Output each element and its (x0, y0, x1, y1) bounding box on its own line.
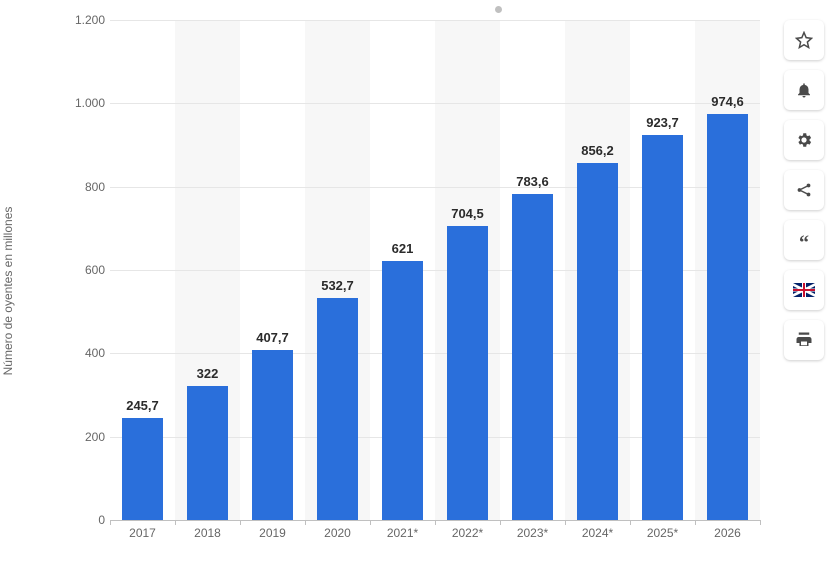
flag-icon (793, 283, 815, 297)
y-axis-title: Número de oyentes en millones (1, 207, 15, 376)
star-icon (795, 31, 813, 49)
x-tick-label: 2026 (714, 526, 741, 540)
bar-value-label: 245,7 (122, 398, 162, 413)
x-tick-label: 2018 (194, 526, 221, 540)
x-tick (110, 520, 111, 525)
bar[interactable]: 923,7 (642, 135, 682, 520)
bars-group: 245,7 322 407,7 532,7 621 704,5 783,6 856,2 923,… (110, 20, 760, 520)
print-icon (795, 331, 813, 349)
bar-value-label: 974,6 (707, 94, 747, 109)
x-tick (760, 520, 761, 525)
pagination-dot (495, 6, 502, 13)
bar[interactable]: 783,6 (512, 194, 552, 521)
bar-value-label: 704,5 (447, 206, 487, 221)
x-tick (175, 520, 176, 525)
chart-container: Número de oyentes en millones 0 200 400 600… (0, 0, 832, 582)
bar[interactable]: 974,6 (707, 114, 747, 520)
bar-value-label: 856,2 (577, 143, 617, 158)
bell-icon (795, 81, 813, 99)
bar[interactable]: 245,7 (122, 418, 162, 520)
bar-value-label: 322 (187, 366, 227, 381)
y-tick-label: 600 (65, 263, 105, 277)
share-icon (795, 181, 813, 199)
x-tick (695, 520, 696, 525)
x-tick (435, 520, 436, 525)
bar-value-label: 621 (382, 241, 422, 256)
x-tick-label: 2025* (647, 526, 678, 540)
quote-icon: “ (799, 233, 809, 253)
bar-value-label: 407,7 (252, 330, 292, 345)
y-tick-label: 1.200 (65, 13, 105, 27)
print-button[interactable] (784, 320, 824, 360)
x-tick (565, 520, 566, 525)
plot-area: 02004006008001.0001.200 245,7322407,7532… (65, 20, 760, 540)
cite-button[interactable]: “ (784, 220, 824, 260)
y-tick-label: 400 (65, 346, 105, 360)
x-tick-label: 2022* (452, 526, 483, 540)
gear-icon (795, 131, 813, 149)
x-tick (370, 520, 371, 525)
y-tick-label: 0 (65, 513, 105, 527)
x-tick-label: 2024* (582, 526, 613, 540)
x-tick-label: 2020 (324, 526, 351, 540)
bar[interactable]: 407,7 (252, 350, 292, 520)
x-tick (630, 520, 631, 525)
x-tick-label: 2017 (129, 526, 156, 540)
x-tick-label: 2019 (259, 526, 286, 540)
bar[interactable]: 532,7 (317, 298, 357, 520)
share-button[interactable] (784, 170, 824, 210)
bar-value-label: 532,7 (317, 278, 357, 293)
y-tick-label: 800 (65, 180, 105, 194)
bar-value-label: 783,6 (512, 174, 552, 189)
notifications-button[interactable] (784, 70, 824, 110)
y-tick-label: 1.000 (65, 96, 105, 110)
bar[interactable]: 704,5 (447, 226, 487, 520)
x-tick (305, 520, 306, 525)
x-tick (500, 520, 501, 525)
x-tick-label: 2023* (517, 526, 548, 540)
bar-value-label: 923,7 (642, 115, 682, 130)
settings-button[interactable] (784, 120, 824, 160)
toolbar: “ (784, 20, 824, 360)
y-tick-label: 200 (65, 430, 105, 444)
favorite-button[interactable] (784, 20, 824, 60)
bar[interactable]: 856,2 (577, 163, 617, 520)
language-button[interactable] (784, 270, 824, 310)
bar[interactable]: 621 (382, 261, 422, 520)
bar[interactable]: 322 (187, 386, 227, 520)
x-tick-label: 2021* (387, 526, 418, 540)
x-tick (240, 520, 241, 525)
